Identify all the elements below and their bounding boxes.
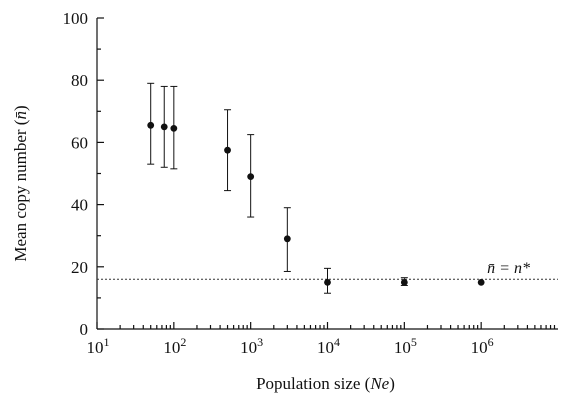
data-point (400, 278, 408, 286)
x-tick-label: 101 (87, 335, 110, 357)
data-point (160, 123, 168, 131)
data-point (147, 121, 155, 129)
reference-line-label: n̄ = n* (487, 260, 530, 277)
x-tick-label: 102 (163, 335, 186, 357)
y-tick-label: 80 (71, 71, 88, 90)
y-tick-label: 100 (63, 9, 89, 28)
data-point (247, 173, 255, 181)
data-point (283, 235, 291, 243)
x-tick-label: 104 (317, 335, 340, 357)
x-axis-label: Population size (Ne) (256, 374, 395, 393)
data-point (170, 125, 178, 132)
data-point (224, 146, 231, 154)
y-tick-label: 20 (71, 258, 88, 277)
axes: 0 20 40 60 80 100 101 102 103 104 105 106 (63, 9, 558, 357)
y-tick-label: 40 (71, 196, 88, 215)
data-point (477, 278, 485, 286)
y-tick-label: 60 (71, 133, 88, 152)
data-marks (147, 82, 485, 294)
y-tick-label: 0 (80, 320, 89, 339)
data-point (324, 278, 331, 286)
x-tick-label: 106 (471, 335, 494, 357)
x-tick-label: 105 (394, 335, 417, 357)
x-tick-label: 103 (240, 335, 263, 357)
y-axis-label: Mean copy number (n̄) (11, 105, 30, 261)
